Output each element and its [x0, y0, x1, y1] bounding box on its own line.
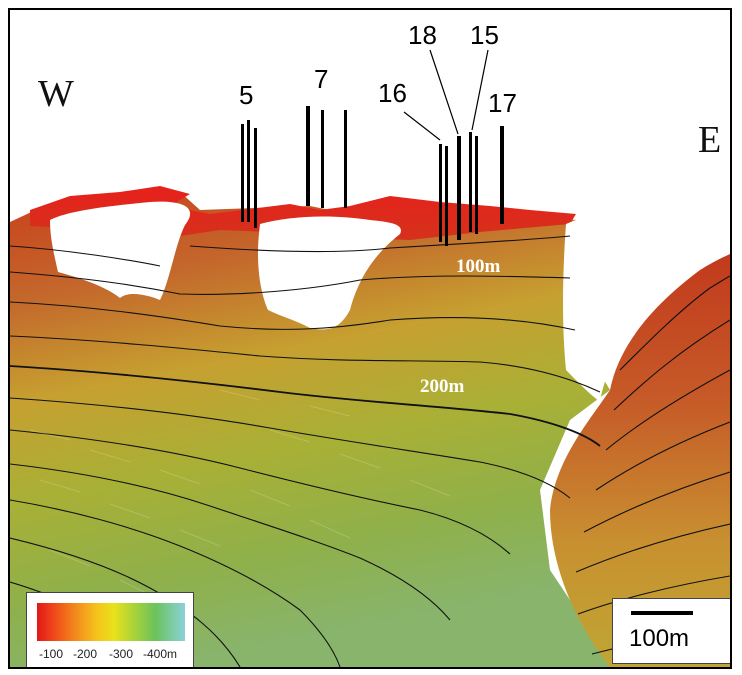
contour-label-200m: 200m	[420, 376, 465, 397]
well-5-bar-b	[247, 120, 250, 222]
well-16-bar-a	[439, 144, 442, 242]
legend-tick-200: -200	[73, 647, 98, 661]
contour-lines	[10, 235, 730, 667]
contour-label-100m: 100m	[456, 256, 501, 277]
legend-tick-100: -100	[39, 647, 64, 661]
well-label-16: 16	[378, 78, 407, 108]
compass-west: W	[38, 73, 74, 115]
legend-tick-300: -300	[109, 647, 134, 661]
well-label-15: 15	[470, 20, 499, 50]
depth-legend: -100 -200 -300 -400m	[26, 592, 194, 667]
scale-bar-label: 100m	[629, 625, 690, 652]
depth-color-ramp	[37, 603, 185, 641]
well-label-17: 17	[488, 88, 517, 118]
canyon-gap-center	[257, 216, 401, 330]
well-18-bar	[457, 136, 461, 240]
compass-east: E	[698, 119, 722, 161]
map-frame: W E 5 7 16 18 15 17 100m 200m -100 -200 …	[8, 8, 732, 669]
well-15-bar-b	[475, 136, 478, 234]
scale-bar: 100m	[612, 598, 730, 664]
legend-tick-400: -400m	[143, 647, 178, 661]
well-7-bar-b	[321, 110, 324, 208]
well-15-bar-a	[469, 132, 472, 232]
scale-bar-line	[631, 611, 693, 615]
well-7-bar-a	[306, 106, 310, 206]
well-5-bar-a	[241, 124, 244, 222]
well-label-7: 7	[314, 64, 329, 94]
well-5-bar-c	[254, 128, 257, 228]
canyon-gap-east	[563, 190, 730, 402]
well-7-bar-c	[344, 110, 347, 208]
well-label-18: 18	[408, 20, 437, 50]
well-label-5: 5	[239, 80, 254, 110]
well-17-bar	[500, 126, 504, 224]
slope-surface	[10, 192, 610, 667]
terrain-view	[10, 49, 730, 667]
well-16-bar-b	[445, 146, 448, 246]
well-markers	[241, 106, 504, 246]
well-leader-lines	[403, 49, 489, 141]
canyon-gap-west	[50, 201, 191, 300]
